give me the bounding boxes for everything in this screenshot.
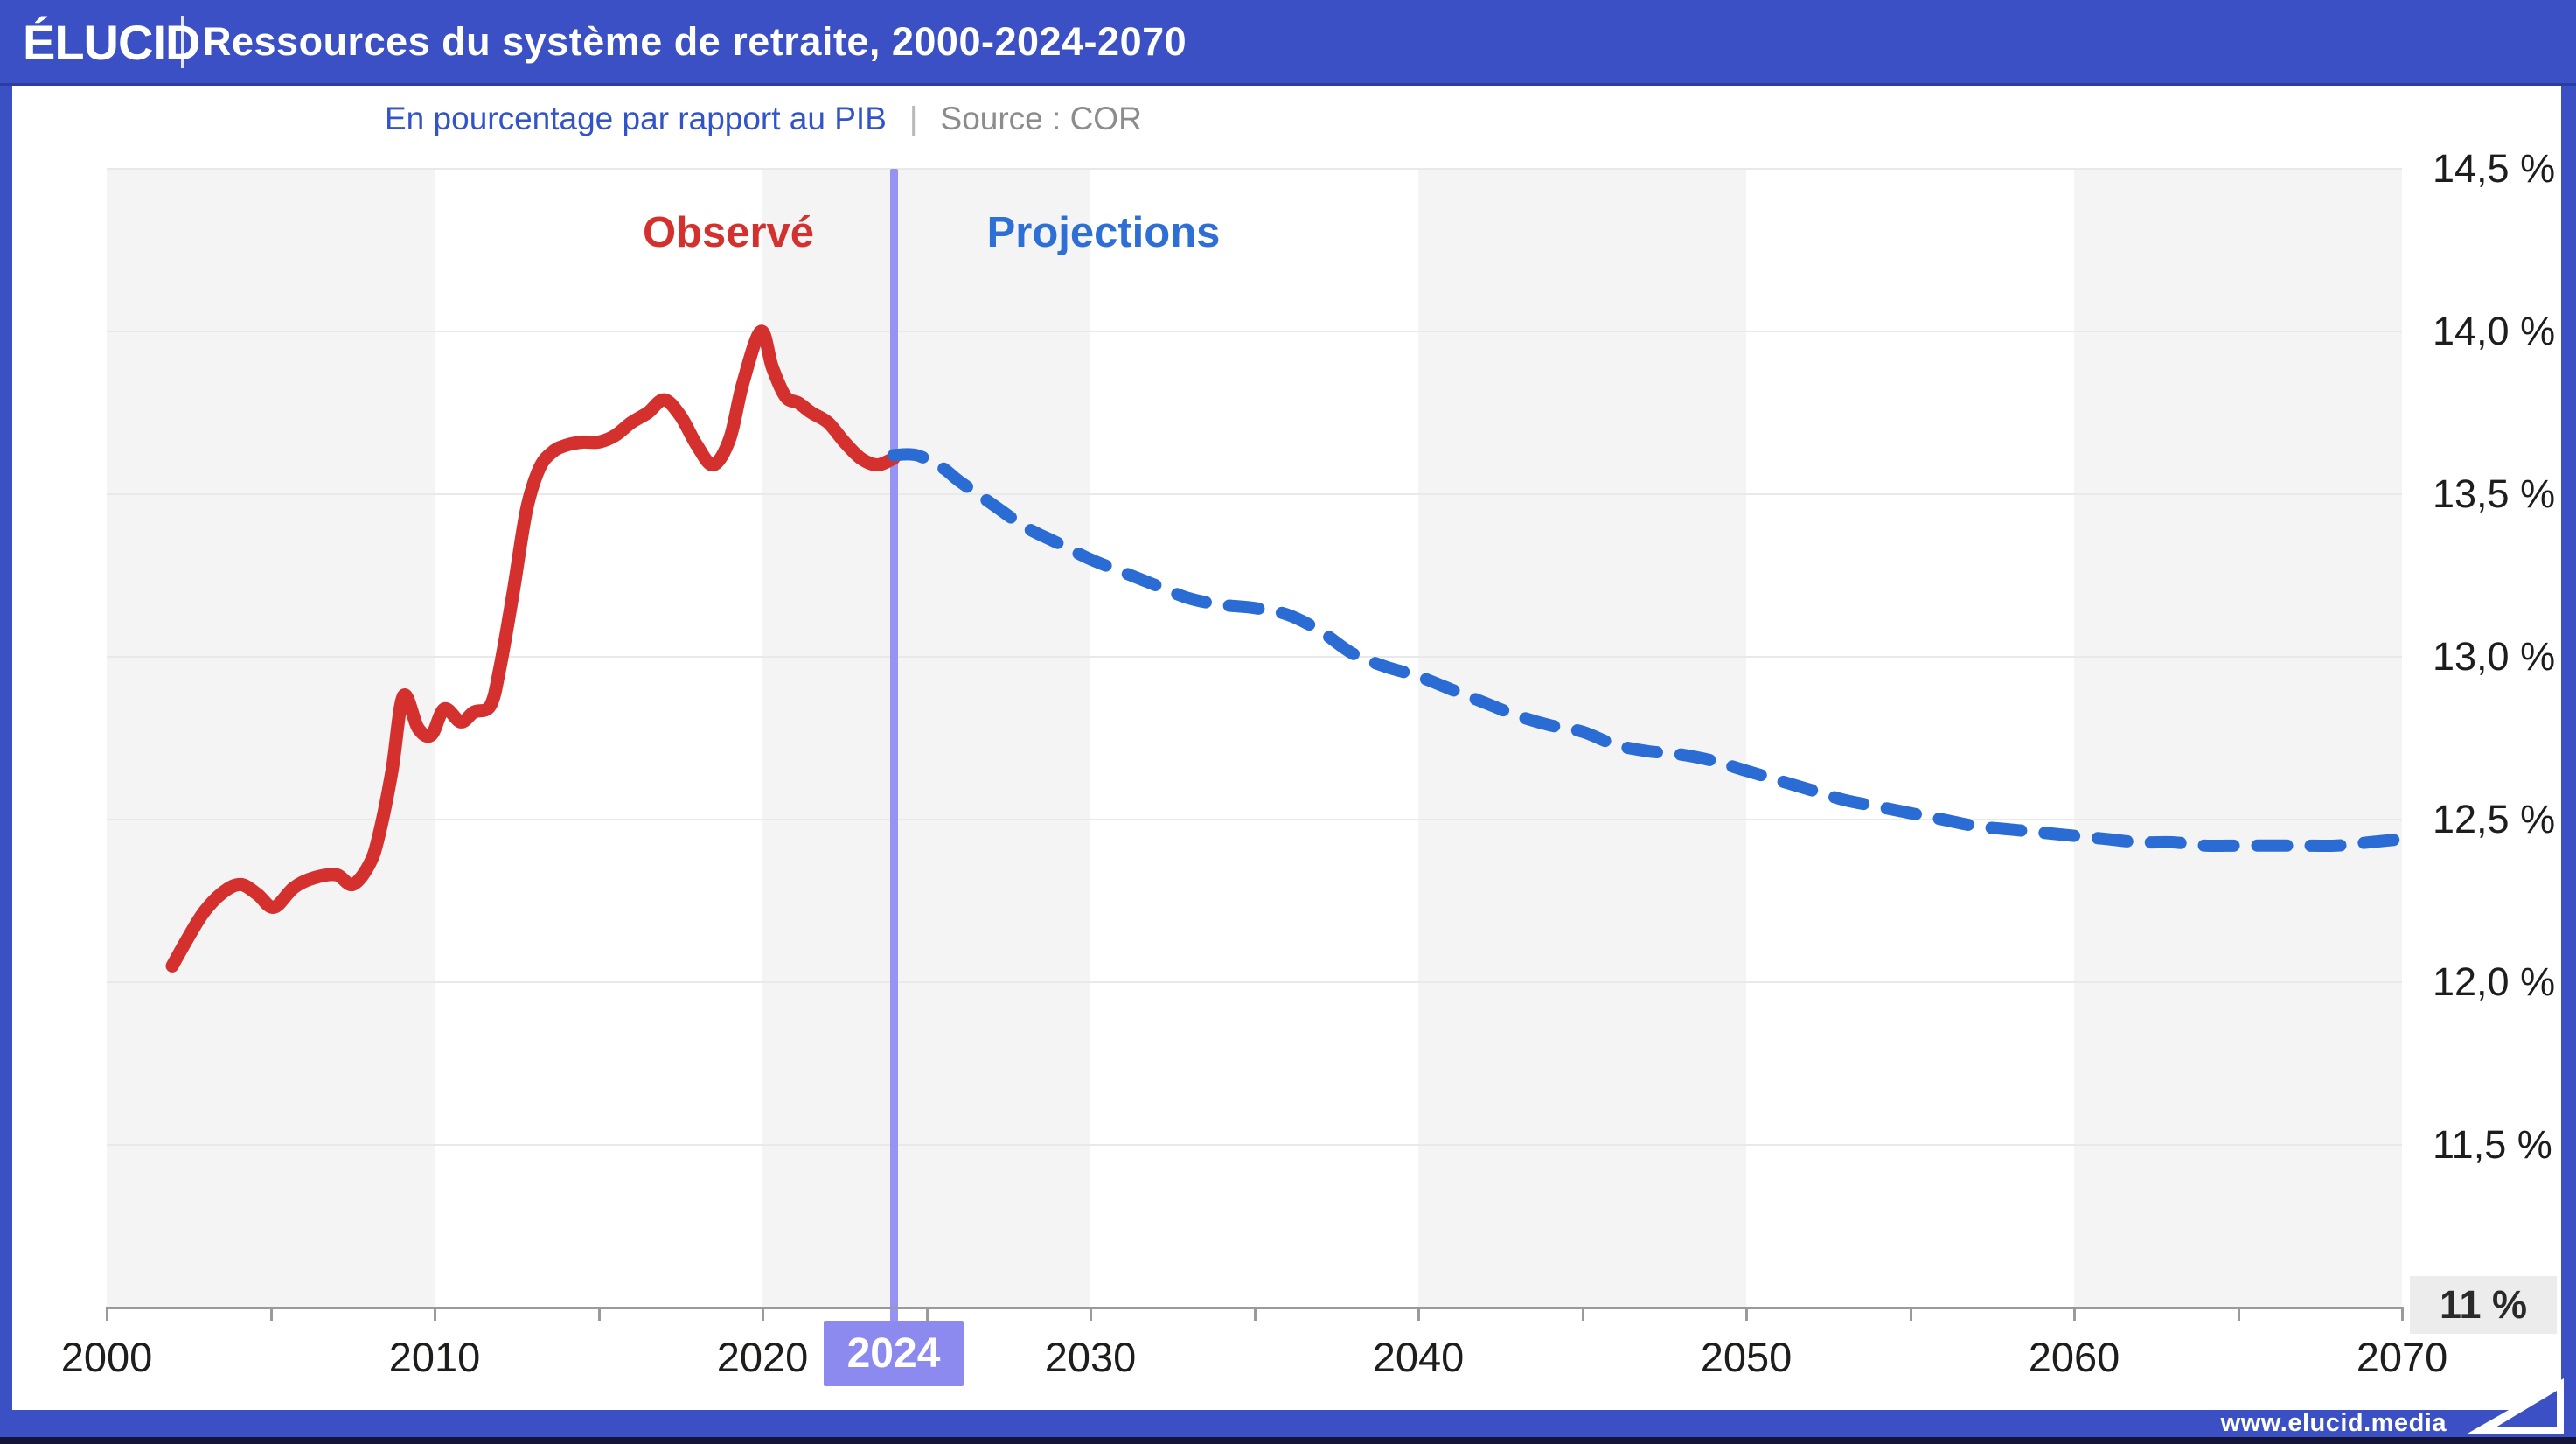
y-axis-label: 13,5 % bbox=[2433, 471, 2556, 516]
y-gridline bbox=[107, 1144, 2402, 1146]
y-gridline bbox=[107, 819, 2402, 820]
chart-lines bbox=[165, 324, 2408, 973]
decade-band bbox=[1418, 169, 1746, 1308]
projection-line bbox=[888, 448, 2408, 853]
y-axis-label: 12,0 % bbox=[2433, 959, 2556, 1004]
x-axis-tick bbox=[2073, 1309, 2076, 1321]
x-axis-tick bbox=[2237, 1309, 2240, 1321]
subtitle-text: En pourcentage par rapport au PIB bbox=[385, 101, 887, 136]
x-axis-tick bbox=[269, 1309, 273, 1321]
divider-2024-line bbox=[889, 169, 898, 1323]
x-axis-label: 2000 bbox=[60, 1334, 153, 1380]
header-bar: ÉLUCID Ressources du système de retraite… bbox=[0, 0, 2576, 86]
y-gridline bbox=[107, 981, 2402, 983]
y-gridline bbox=[107, 493, 2402, 495]
decade-band bbox=[762, 169, 1090, 1308]
observed-line bbox=[165, 324, 901, 973]
x-axis-label: 2060 bbox=[2028, 1334, 2120, 1380]
x-axis-tick bbox=[597, 1309, 601, 1321]
x-axis-label: 2010 bbox=[388, 1334, 481, 1380]
subtitle-source: Source : COR bbox=[940, 101, 1142, 136]
plot-area bbox=[107, 168, 2408, 1323]
x-axis-tick bbox=[106, 1309, 108, 1321]
elucid-logo: ÉLUCID bbox=[23, 15, 200, 70]
y-axis-baseline-label: 11 % bbox=[2410, 1276, 2557, 1334]
x-axis-tick bbox=[1253, 1309, 1257, 1321]
x-axis-tick bbox=[1745, 1309, 1748, 1321]
elucid-flag-icon bbox=[2466, 1378, 2564, 1434]
x-axis-tick bbox=[2401, 1309, 2404, 1321]
logo-separator bbox=[181, 16, 184, 68]
decade-band bbox=[107, 169, 435, 1308]
subtitle-row: En pourcentage par rapport au PIB | Source… bbox=[385, 91, 1142, 147]
x-axis-tick bbox=[762, 1309, 764, 1321]
x-axis-line bbox=[106, 1307, 2404, 1309]
subtitle-divider: | bbox=[909, 101, 918, 136]
projections-label: Projections bbox=[986, 209, 1221, 256]
divider-2024-badge: 2024 bbox=[824, 1321, 964, 1386]
observed-label: Observé bbox=[642, 209, 815, 256]
y-axis-label: 11,5 % bbox=[2433, 1122, 2552, 1167]
y-axis-label: 13,0 % bbox=[2433, 634, 2556, 679]
x-axis-tick bbox=[1090, 1309, 1092, 1321]
footer-url[interactable]: www.elucid.media bbox=[2220, 1409, 2447, 1437]
x-axis-label: 2030 bbox=[1044, 1334, 1137, 1380]
y-axis-label: 14,0 % bbox=[2433, 309, 2556, 353]
x-axis-label: 2070 bbox=[2356, 1334, 2448, 1380]
x-axis-tick bbox=[1581, 1309, 1584, 1321]
footer-strip bbox=[0, 1437, 2576, 1444]
footer-bar bbox=[0, 1410, 2576, 1437]
y-axis-label: 12,5 % bbox=[2433, 797, 2556, 841]
x-axis-tick bbox=[1417, 1309, 1420, 1321]
x-axis-tick bbox=[434, 1309, 436, 1321]
decade-band bbox=[2074, 169, 2402, 1308]
page-title: Ressources du système de retraite, 2000-… bbox=[203, 19, 1187, 64]
x-axis-tick bbox=[925, 1309, 929, 1321]
x-axis-label: 2020 bbox=[716, 1334, 809, 1380]
x-axis-label: 2050 bbox=[1700, 1334, 1793, 1380]
y-gridline bbox=[107, 656, 2402, 658]
y-gridline bbox=[107, 168, 2402, 170]
x-axis-label: 2040 bbox=[1372, 1334, 1465, 1380]
frame-border-right bbox=[2561, 86, 2576, 1444]
y-gridline bbox=[107, 331, 2402, 332]
x-axis-tick bbox=[1909, 1309, 1912, 1321]
frame-border-left bbox=[0, 86, 12, 1444]
y-axis-label: 14,5 % bbox=[2433, 146, 2556, 191]
